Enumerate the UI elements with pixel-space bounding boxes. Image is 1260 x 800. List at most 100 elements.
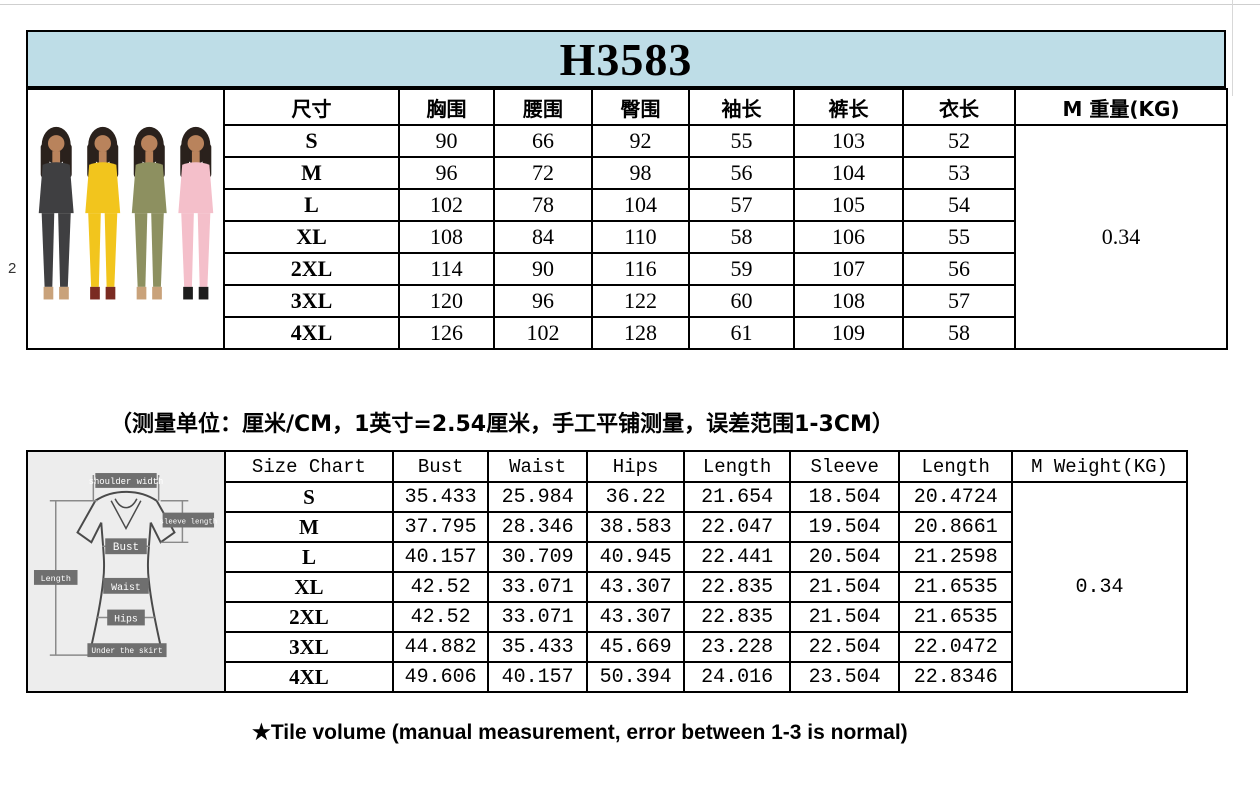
cell: 114	[398, 252, 495, 286]
cell: 23.228	[683, 631, 791, 663]
cell: 116	[591, 252, 690, 286]
cell: 35.433	[487, 631, 588, 663]
cell: 128	[591, 316, 690, 350]
cell: 22.8346	[898, 661, 1014, 693]
cell: 58	[688, 220, 795, 254]
cell: 33.071	[487, 571, 588, 603]
cell: 104	[793, 156, 904, 190]
size-table-cm: 尺寸 胸围 腰围 臀围 袖长 裤长 衣长 M 重量(KG) S 90 66 92…	[26, 88, 1228, 350]
cell: 30.709	[487, 541, 588, 573]
cell: 21.504	[788, 601, 901, 633]
col-header-size-en: Size Chart	[224, 450, 394, 483]
cell: 57	[688, 188, 795, 222]
cell: 55	[902, 220, 1016, 254]
weight-value: 0.34	[1014, 124, 1228, 350]
diagram-label-length: Length	[41, 574, 71, 584]
cell: 36.22	[585, 481, 686, 513]
cell: 78	[493, 188, 593, 222]
cell: 102	[398, 188, 495, 222]
col-header-pants-cn: 裤长	[793, 88, 904, 126]
cell: 43.307	[585, 601, 686, 633]
cell: 92	[591, 124, 690, 158]
cell: 20.4724	[898, 481, 1014, 513]
product-photo	[29, 91, 222, 347]
cell: 21.2598	[898, 541, 1014, 573]
col-header-weight-en: M Weight(KG)	[1011, 450, 1188, 483]
col-header-length-en: Length	[683, 450, 791, 483]
diagram-label-hips: Hips	[114, 613, 138, 624]
table-row: L 102 78 104 57 105 54	[27, 188, 1227, 222]
table-row: 4XL 126 102 128 61 109 58	[27, 316, 1227, 350]
size-label: 3XL	[224, 631, 394, 663]
cell: 22.441	[683, 541, 791, 573]
cell: 40.157	[487, 661, 588, 693]
size-label: M	[224, 511, 394, 543]
cell: 120	[398, 284, 495, 318]
cell: 50.394	[585, 661, 686, 693]
cell: 90	[493, 252, 593, 286]
size-label: L	[223, 188, 400, 222]
cell: 53	[902, 156, 1016, 190]
table-row: M 37.795 28.346 38.583 22.047 19.504 20.…	[27, 511, 1187, 543]
cell: 108	[793, 284, 904, 318]
cell: 108	[398, 220, 495, 254]
cell: 96	[493, 284, 593, 318]
cell: 44.882	[391, 631, 490, 663]
cell: 23.504	[788, 661, 901, 693]
product-title-bar: H3583	[26, 30, 1226, 88]
table-header-row: 尺寸 胸围 腰围 臀围 袖长 裤长 衣长 M 重量(KG)	[26, 88, 1228, 350]
cell: 25.984	[487, 481, 588, 513]
cell: 45.669	[585, 631, 686, 663]
spreadsheet-gridline-top	[0, 4, 1260, 5]
cell: 59	[688, 252, 795, 286]
cell: 126	[398, 316, 495, 350]
size-label: L	[224, 541, 394, 573]
cell: 103	[793, 124, 904, 158]
cell: 19.504	[788, 511, 901, 543]
size-label: S	[224, 481, 394, 513]
cell: 22.835	[683, 571, 791, 603]
table-row: S 90 66 92 55 103 52 0.34	[27, 124, 1228, 350]
diagram-label-shoulder-width: shoulder width	[89, 477, 164, 487]
size-label: 2XL	[224, 601, 394, 633]
cell: 57	[902, 284, 1016, 318]
cell: 38.583	[585, 511, 686, 543]
cell: 21.654	[683, 481, 791, 513]
measurement-note-cn: （测量单位：厘米/CM，1英寸=2.54厘米，手工平铺测量，误差范围1-3CM）	[110, 412, 894, 437]
cell: 40.157	[391, 541, 490, 573]
cell: 66	[493, 124, 593, 158]
table-row: M 96 72 98 56 104 53	[27, 156, 1227, 190]
col-header-waist-en: Waist	[487, 450, 588, 483]
cell: 18.504	[788, 481, 901, 513]
col-header-length2-en: Length	[898, 450, 1014, 483]
col-header-bust-cn: 胸围	[398, 88, 495, 126]
cell: 21.6535	[898, 601, 1014, 633]
cell: 122	[591, 284, 690, 318]
table-row: 3XL 120 96 122 60 108 57	[27, 284, 1227, 318]
cell: 24.016	[683, 661, 791, 693]
cell: 22.047	[683, 511, 791, 543]
diagram-label-waist: Waist	[111, 582, 141, 593]
col-header-sleeve-cn: 袖长	[688, 88, 795, 126]
spreadsheet-gridline-right	[1232, 0, 1233, 96]
table-row: 2XL 114 90 116 59 107 56	[27, 252, 1227, 286]
cell: 21.504	[788, 571, 901, 603]
size-label: 2XL	[223, 252, 400, 286]
cell: 55	[688, 124, 795, 158]
garment-diagram-cell: shoulder width sleeve length Bust Waist …	[25, 450, 227, 693]
cell: 22.504	[788, 631, 901, 663]
cell: 42.52	[391, 601, 490, 633]
cell: 106	[793, 220, 904, 254]
col-header-bust-en: Bust	[391, 450, 490, 483]
table-header-row: shoulder width sleeve length Bust Waist …	[25, 450, 1188, 693]
spreadsheet-row-number: 2	[8, 260, 17, 277]
col-header-top-length-cn: 衣长	[902, 88, 1016, 126]
cell: 40.945	[585, 541, 686, 573]
tile-volume-note: ★Tile volume (manual measurement, error …	[252, 721, 908, 744]
product-code: H3583	[559, 33, 693, 85]
col-header-sleeve-en: Sleeve	[788, 450, 901, 483]
table-row: 3XL 44.882 35.433 45.669 23.228 22.504 2…	[27, 631, 1187, 663]
size-label: 4XL	[224, 661, 394, 693]
size-label: 3XL	[223, 284, 400, 318]
